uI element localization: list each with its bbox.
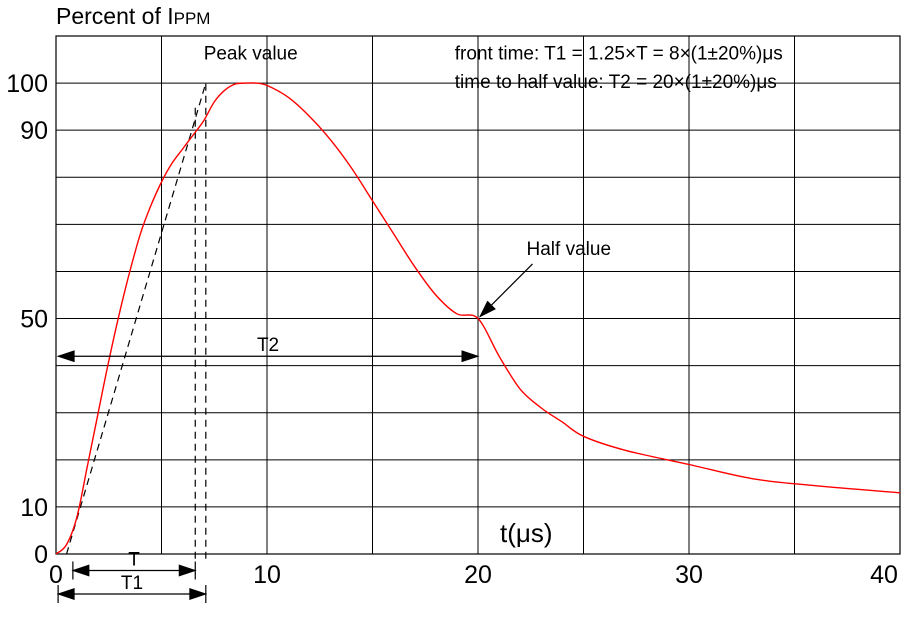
annotation-peak-value: Peak value <box>204 44 298 65</box>
dimension-label-t2: T2 <box>257 335 279 356</box>
annotation-text: time to half value: T2 = 20×(1±20%)μs <box>455 72 777 93</box>
x-tick-label: 10 <box>253 561 281 589</box>
reference-lines <box>65 82 207 559</box>
annotations: Peak value Half value front time: T1 = 1.2… <box>204 44 783 318</box>
reference-front-line <box>65 82 207 555</box>
grid-lines <box>56 36 900 554</box>
y-tick-label: 90 <box>20 117 48 145</box>
series-group <box>55 82 901 555</box>
annotation-text: front time: T1 = 1.25×T = 8×(1±20%)μs <box>455 44 783 65</box>
dimension-label-t: T <box>128 549 140 570</box>
dimension-label-t1: T1 <box>121 573 143 594</box>
x-tick-label: 40 <box>870 561 898 589</box>
chart-title-main: Percent of I <box>56 3 174 29</box>
y-tick-label: 100 <box>6 70 48 98</box>
x-tick-label: 20 <box>464 561 492 589</box>
y-tick-label: 50 <box>20 306 48 334</box>
series-line <box>55 82 901 555</box>
x-tick-label: 30 <box>675 561 703 589</box>
y-tick-labels: 0 10 50 90 100 <box>6 70 48 569</box>
annotation-half-value: Half value <box>527 239 612 260</box>
dimension-lines: T T1 T2 <box>56 335 480 604</box>
chart-title: Percent of IPPM <box>56 3 210 29</box>
y-tick-label: 0 <box>34 541 48 569</box>
x-tick-labels: 0 10 20 30 40 <box>49 561 898 589</box>
chart-title-subscript: PPM <box>174 9 211 28</box>
x-tick-label: 0 <box>49 561 63 589</box>
x-axis-label: t(μs) <box>500 518 553 548</box>
half-value-arrow <box>478 263 533 318</box>
plot-frame <box>55 35 901 555</box>
y-tick-label: 10 <box>20 494 48 522</box>
